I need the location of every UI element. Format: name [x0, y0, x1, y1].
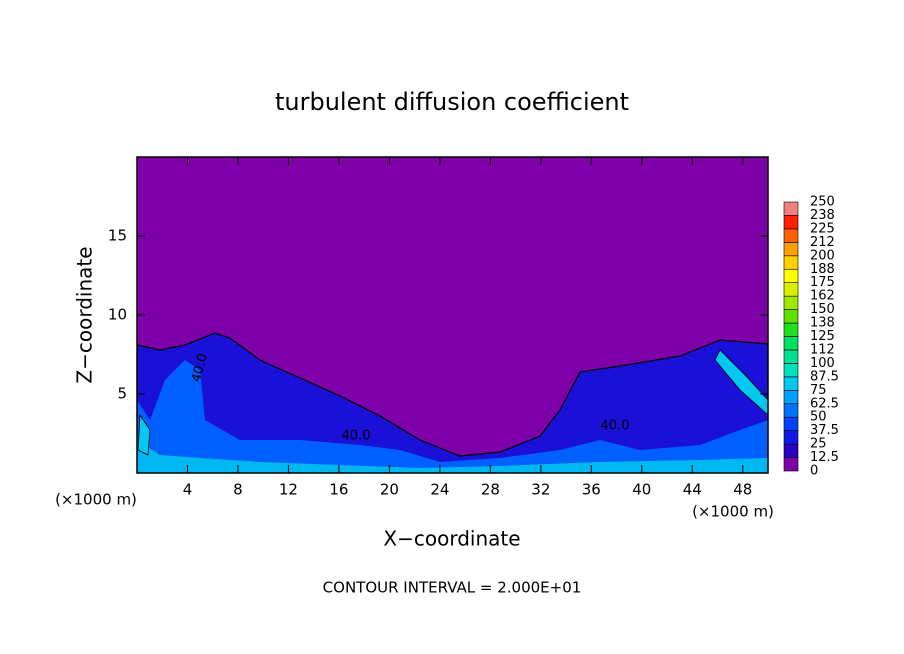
colorbar-bin [783, 268, 799, 283]
colorbar-bin [783, 349, 799, 364]
colorbar-bin [783, 336, 799, 351]
x-tick-label: 4 [183, 481, 193, 499]
field-region [714, 349, 768, 416]
x-tick-label: 44 [683, 481, 702, 499]
colorbar-label: 162 [810, 289, 835, 304]
colorbar-label: 175 [810, 275, 835, 290]
colorbar-bin [783, 309, 799, 324]
contour-field [137, 157, 768, 473]
y-unit-label: (×1000 m) [55, 491, 137, 509]
contour-label: 40.0 [601, 419, 630, 434]
colorbar-bin [783, 389, 799, 405]
colorbar-bin [783, 403, 799, 418]
colorbar-label: 212 [810, 235, 835, 250]
colorbar-bin [783, 215, 799, 230]
colorbar-label: 250 [810, 195, 835, 210]
x-axis-label: X−coordinate [383, 527, 520, 551]
x-tick-label: 12 [279, 481, 298, 499]
colorbar-label: 225 [810, 221, 835, 236]
field-region [137, 413, 151, 456]
x-tick-label: 8 [233, 481, 243, 499]
colorbar-bin [783, 295, 799, 310]
x-tick-label: 32 [531, 481, 550, 499]
x-unit-label: (×1000 m) [692, 503, 774, 521]
colorbar-label: 125 [810, 329, 835, 344]
colorbar-label: 25 [810, 437, 827, 452]
footer-note: CONTOUR INTERVAL = 2.000E+01 [323, 579, 582, 597]
colorbar-bin [783, 363, 799, 378]
x-tick-label: 28 [481, 481, 500, 499]
colorbar-label: 200 [810, 248, 835, 263]
colorbar-bin [783, 443, 799, 458]
colorbar-bin [783, 282, 799, 297]
contour-label: 40.0 [189, 352, 211, 384]
colorbar-label: 188 [810, 262, 835, 277]
x-tick-label: 24 [430, 481, 449, 499]
colorbar-label: 62.5 [810, 396, 839, 411]
colorbar-bin [783, 242, 799, 257]
x-tick-label: 36 [582, 481, 601, 499]
colorbar-label: 75 [810, 383, 827, 398]
y-tick-label: 15 [108, 227, 127, 245]
x-tick-label: 20 [380, 481, 399, 499]
colorbar-label: 138 [810, 316, 835, 331]
colorbar-label: 150 [810, 302, 835, 317]
y-tick-label: 10 [108, 306, 127, 324]
x-tick-label: 40 [632, 481, 651, 499]
colorbar-label: 112 [810, 342, 835, 357]
colorbar-bin [783, 430, 799, 445]
contour-label: 40.0 [342, 429, 371, 444]
x-tick-label: 16 [329, 481, 348, 499]
colorbar-bin [783, 457, 799, 472]
colorbar-label: 12.5 [810, 450, 839, 465]
colorbar-label: 100 [810, 356, 835, 371]
colorbar-label: 37.5 [810, 423, 839, 438]
y-axis-label: Z−coordinate [73, 246, 97, 383]
x-tick-label: 48 [733, 481, 752, 499]
colorbar-bin [783, 322, 799, 337]
colorbar-label: 50 [810, 410, 827, 425]
field-region [137, 332, 768, 473]
colorbar-label: 238 [810, 208, 835, 223]
colorbar-bin [783, 376, 799, 391]
field-region [137, 360, 768, 473]
colorbar-label: 87.5 [810, 369, 839, 384]
colorbar-bin [783, 201, 799, 216]
colorbar-bin [783, 416, 799, 431]
field-region [137, 440, 768, 473]
colorbar-label: 0 [810, 464, 818, 479]
colorbar-bin [783, 255, 799, 270]
y-tick-label: 5 [117, 385, 127, 403]
colorbar-bin [783, 228, 799, 243]
chart-title: turbulent diffusion coefficient [275, 88, 629, 116]
